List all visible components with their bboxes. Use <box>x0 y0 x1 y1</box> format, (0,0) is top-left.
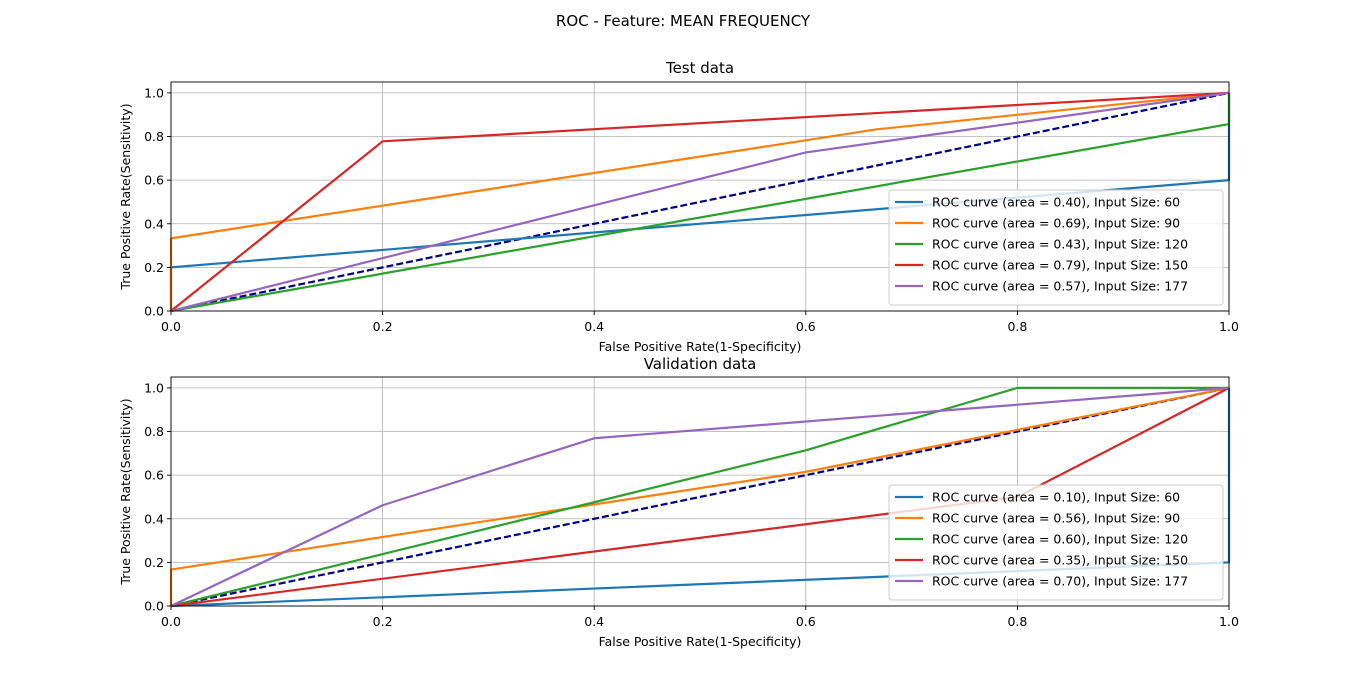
roc-series-line-4 <box>170 386 1230 607</box>
x-tick-label: 0.0 <box>161 614 181 629</box>
y-tick-label: 0.0 <box>144 599 164 614</box>
validation-data-panel: 0.0 0.2 0.4 0.6 0.8 1.0 0.0 0.2 0.4 0.6 0.8 1.0 Vali… <box>118 355 1239 649</box>
y-tick-label: 0.0 <box>144 304 164 319</box>
x-tick-label: 1.0 <box>1219 614 1239 629</box>
x-tick-label: 1.0 <box>1219 319 1239 334</box>
diagonal-reference-line <box>170 91 1230 313</box>
y-axis-label: True Positive Rate(Sensitivity) <box>118 398 133 585</box>
legend-box <box>888 484 1224 601</box>
legend-label-1: ROC curve (area = 0.56), Input Size: 90 <box>932 511 1180 526</box>
legend-label-3: ROC curve (area = 0.79), Input Size: 150 <box>932 258 1188 273</box>
legend-label-4: ROC curve (area = 0.57), Input Size: 177 <box>932 279 1188 294</box>
x-tick-label: 0.2 <box>373 319 393 334</box>
y-tick-label: 0.4 <box>144 511 164 526</box>
y-tick-label: 0.6 <box>144 468 164 483</box>
legend-label-3: ROC curve (area = 0.35), Input Size: 150 <box>932 553 1188 568</box>
legend-label-1: ROC curve (area = 0.69), Input Size: 90 <box>932 216 1180 231</box>
roc-series-line-2 <box>170 386 1229 608</box>
legend-label-2: ROC curve (area = 0.60), Input Size: 120 <box>932 532 1188 547</box>
x-tick-label: 0.2 <box>373 614 393 629</box>
x-axis-label: False Positive Rate(1-Specificity) <box>599 339 802 354</box>
figure-title: ROC - Feature: MEAN FREQUENCY <box>556 12 811 30</box>
y-tick-label: 0.8 <box>144 424 164 439</box>
legend-label-0: ROC curve (area = 0.40), Input Size: 60 <box>932 195 1180 210</box>
x-tick-label: 0.6 <box>796 614 816 629</box>
x-tick-label: 0.8 <box>1007 319 1027 334</box>
y-tick-label: 0.4 <box>144 216 164 231</box>
legend: ROC curve (area = 0.10), Input Size: 60 R… <box>888 484 1224 601</box>
legend-label-2: ROC curve (area = 0.43), Input Size: 120 <box>932 237 1188 252</box>
y-tick-label: 0.6 <box>144 173 164 188</box>
diagonal-reference-line <box>170 386 1230 608</box>
x-tick-label: 0.8 <box>1007 614 1027 629</box>
roc-series-line-4 <box>170 91 1230 313</box>
y-tick-label: 1.0 <box>144 85 164 100</box>
legend-label-0: ROC curve (area = 0.10), Input Size: 60 <box>932 490 1180 505</box>
x-tick-label: 0.6 <box>796 319 816 334</box>
axes-frame <box>170 376 1230 607</box>
x-tick-label: 0.4 <box>584 614 604 629</box>
y-axis-label: True Positive Rate(Sensitivity) <box>118 103 133 290</box>
axes-frame <box>170 81 1230 312</box>
legend-box <box>888 189 1224 306</box>
axes-title: Validation data <box>644 355 757 373</box>
legend: ROC curve (area = 0.40), Input Size: 60 R… <box>888 189 1224 306</box>
roc-series-line-3 <box>170 91 1230 312</box>
test-data-panel: 0.0 0.2 0.4 0.6 0.8 1.0 0.0 0.2 0.4 0.6 0.8 1.0 Test… <box>118 59 1239 354</box>
x-tick-label: 0.0 <box>161 319 181 334</box>
y-tick-label: 0.2 <box>144 260 164 275</box>
axes-title: Test data <box>665 59 734 77</box>
x-axis-label: False Positive Rate(1-Specificity) <box>599 634 802 649</box>
y-tick-label: 0.2 <box>144 555 164 570</box>
y-tick-label: 1.0 <box>144 380 164 395</box>
x-tick-label: 0.4 <box>584 319 604 334</box>
y-tick-label: 0.8 <box>144 129 164 144</box>
legend-label-4: ROC curve (area = 0.70), Input Size: 177 <box>932 574 1188 589</box>
